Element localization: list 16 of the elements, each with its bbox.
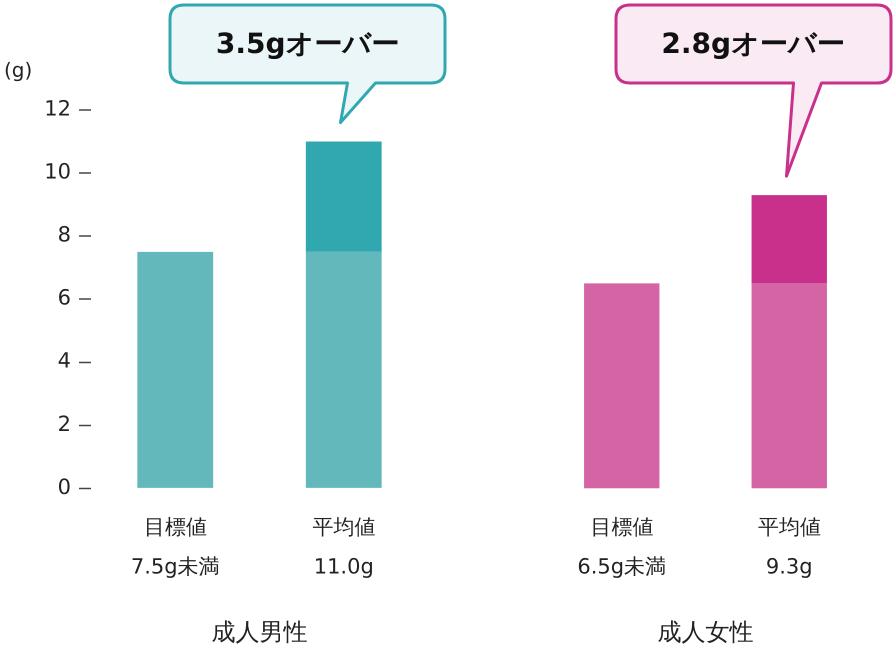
x-axis-title: 成人女性 — [658, 618, 754, 646]
y-tick-label: 12 — [44, 96, 71, 120]
y-tick-label: 10 — [44, 160, 71, 184]
y-tick-label: 0 — [58, 474, 71, 499]
speech-bubble: 2.8gオーバー — [614, 3, 893, 178]
y-tick-label: 6 — [58, 286, 71, 310]
x-tick-label: 平均値 9.3g — [758, 514, 821, 579]
x-axis-title: 成人男性 — [212, 618, 308, 646]
speech-bubble: 3.5gオーバー — [168, 3, 448, 125]
y-tick-label: 8 — [58, 222, 71, 247]
x-tick-label: 平均値 11.0g — [312, 514, 376, 579]
y-axis-title: (g) — [4, 58, 32, 82]
y-tick-label: 2 — [58, 412, 71, 436]
x-tick-label: 目標値 6.5g未満 — [577, 514, 666, 579]
x-tick-label: 目標値 7.5g未満 — [130, 514, 220, 579]
y-tick-label: 4 — [58, 348, 71, 373]
